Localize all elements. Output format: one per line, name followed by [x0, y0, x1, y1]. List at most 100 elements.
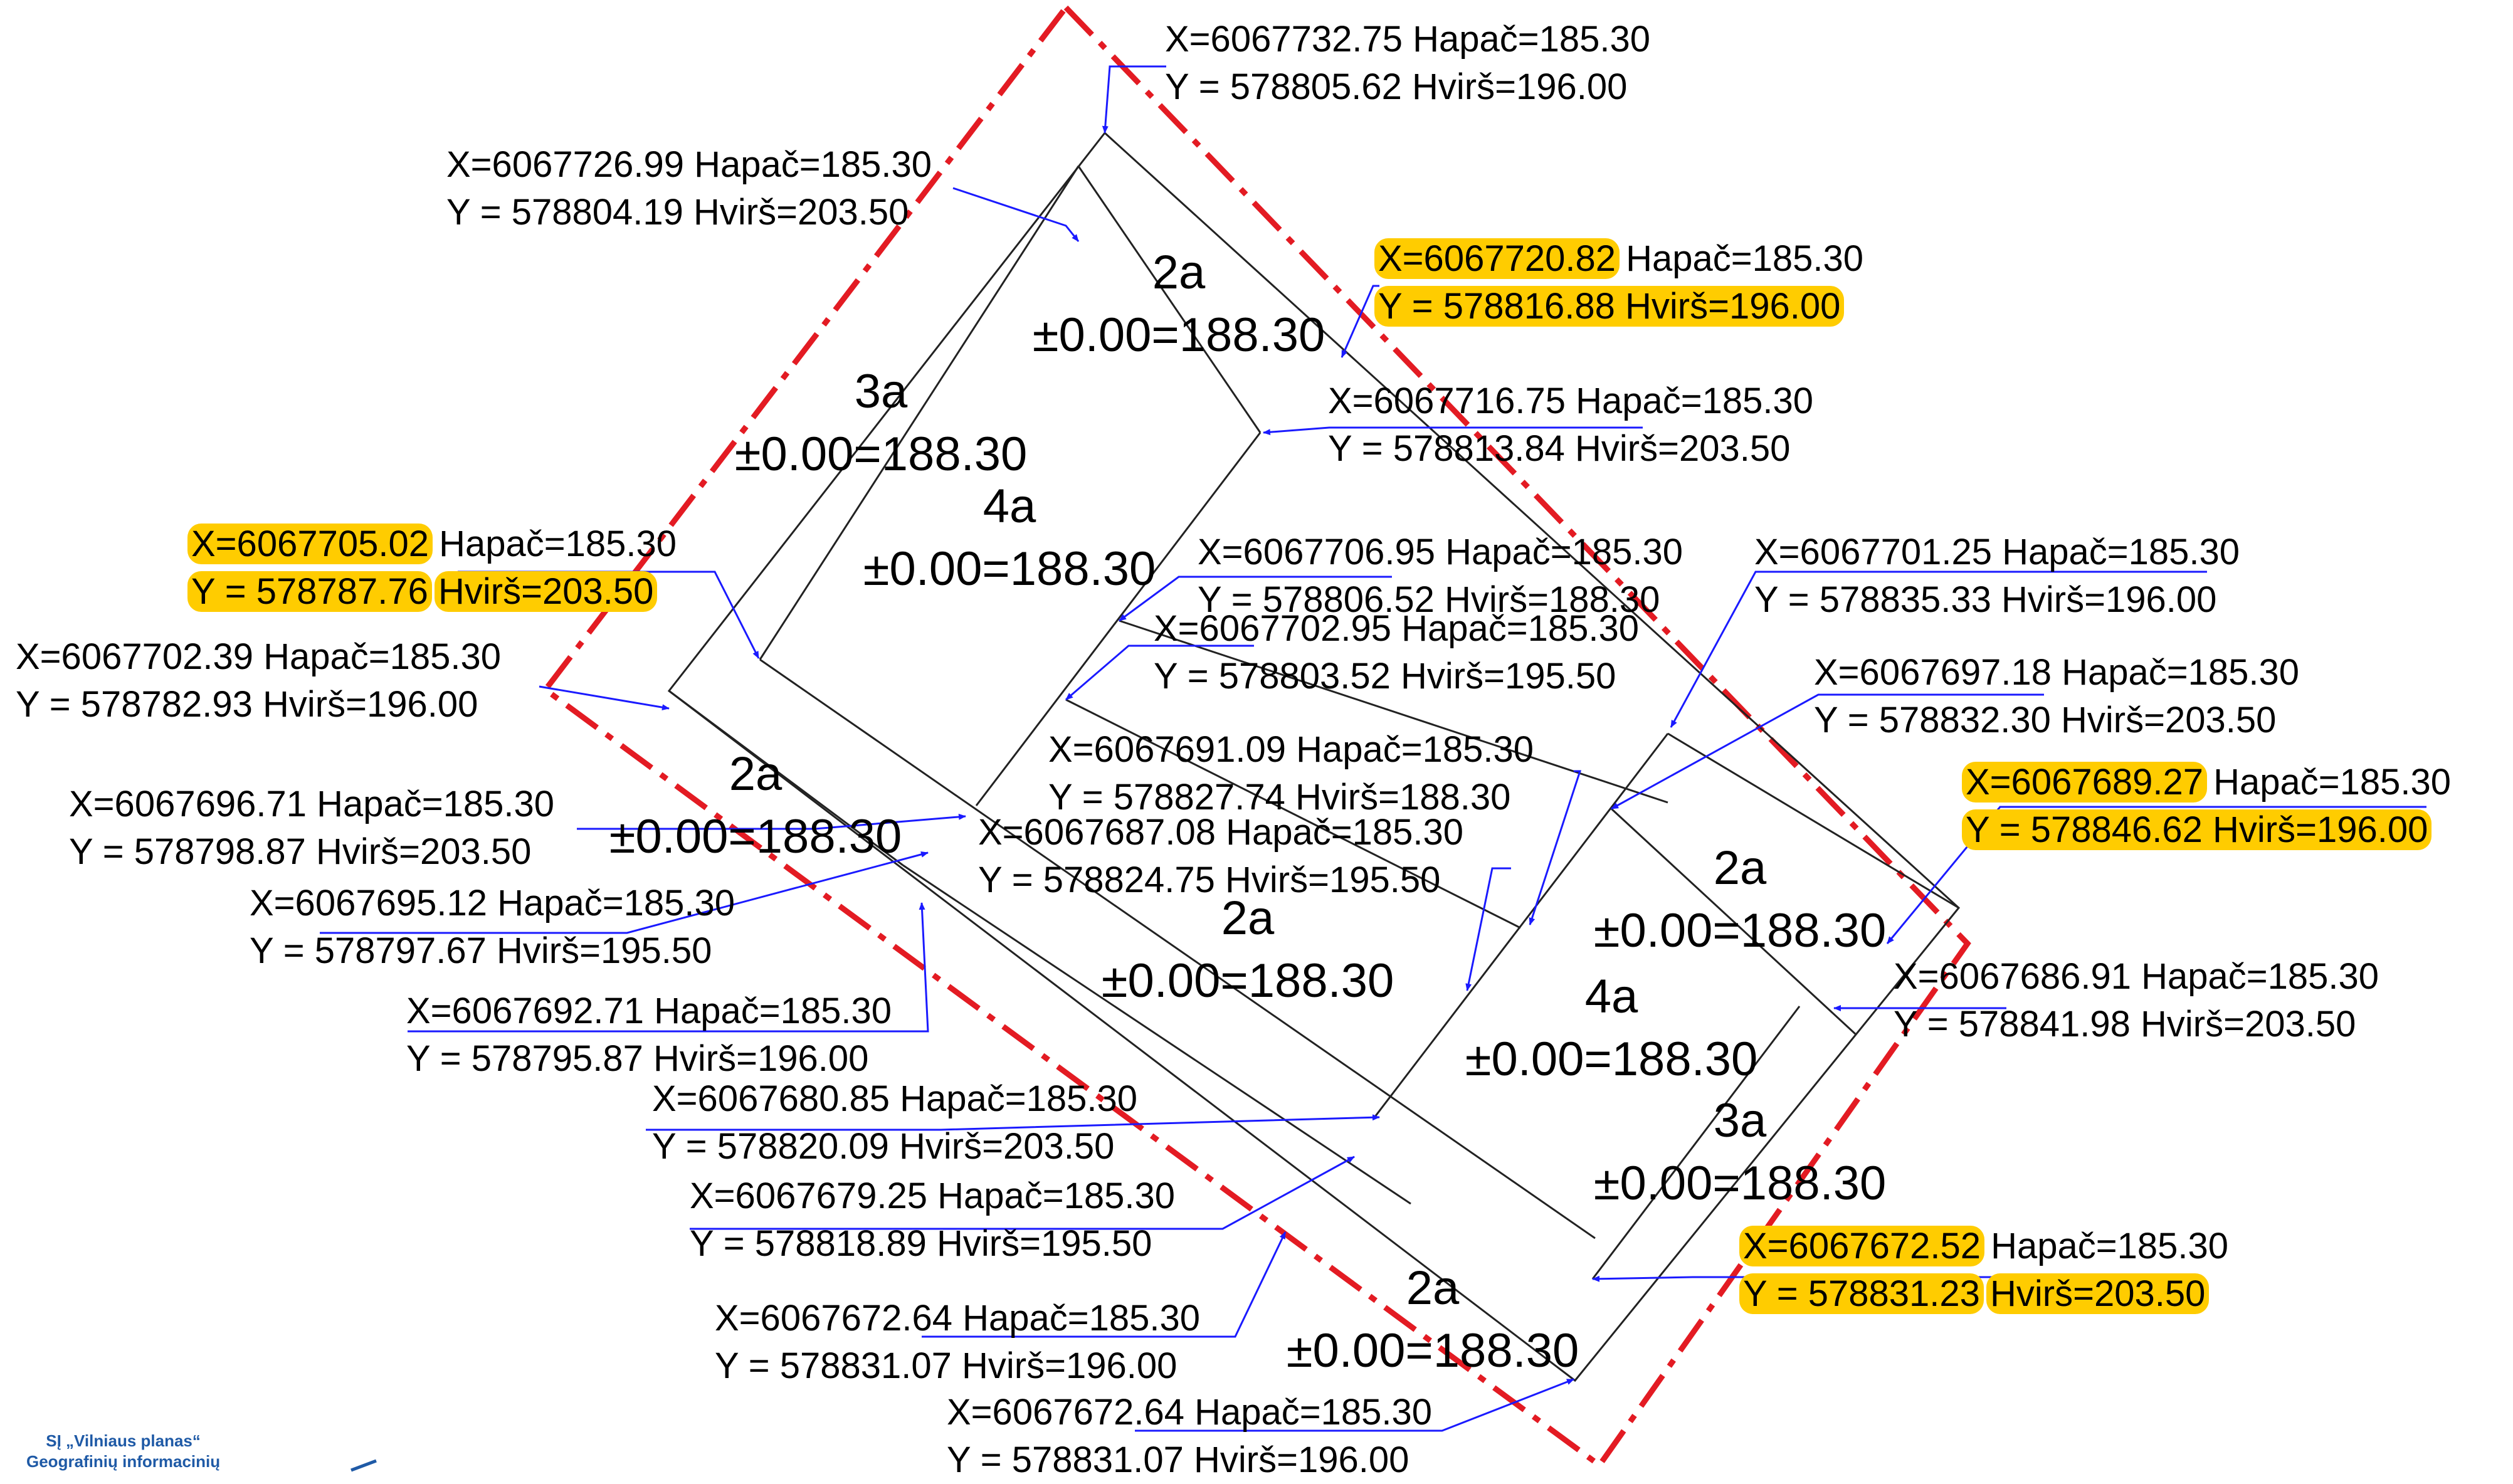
coord-label: X=6067687.08 Hapač=185.30 Y = 578824.75 … [978, 809, 1463, 904]
coord-h-bottom: Hapač=185.30 [694, 144, 932, 185]
coord-h-bottom: Hapač=185.30 [1445, 532, 1683, 572]
inner-line [1077, 166, 1262, 433]
inner-line [1591, 1006, 1801, 1280]
coord-h-top: Hvirš=196.00 [1194, 1439, 1409, 1480]
coord-x: X=6067702.39 [16, 636, 253, 677]
coord-y: Y = 578831.07 [947, 1439, 1184, 1480]
leader-line [646, 1114, 1380, 1131]
coord-label: X=6067706.95 Hapač=185.30 Y = 578806.52 … [1198, 529, 1683, 624]
coord-h-bottom: Hapač=185.30 [1401, 608, 1640, 649]
coord-h-top: Hvirš=195.50 [937, 1223, 1152, 1264]
coord-y-with-h: Y = 578846.62 Hvirš=196.00 [1962, 809, 2432, 850]
leader-line [690, 1155, 1355, 1230]
zone-name: 3a [1713, 1094, 1767, 1147]
coord-h-bottom: Hapač=185.30 [937, 1176, 1176, 1216]
coord-h-top: Hvirš=195.50 [497, 930, 712, 971]
zone-label: 2a ±0.00=188.30 [1102, 887, 1394, 1013]
zone-level: ±0.00=188.30 [1593, 1157, 1887, 1210]
coord-label: X=6067692.71 Hapač=185.30 Y = 578795.87 … [406, 987, 892, 1083]
coord-h-bottom: Hapač=185.30 [317, 784, 555, 824]
inner-line [1065, 698, 1521, 929]
coord-label: X=6067732.75 Hapač=185.30 Y = 578805.62 … [1165, 16, 1650, 111]
coord-h-top: Hvirš=203.50 [2061, 700, 2277, 740]
inner-line [759, 658, 1596, 1239]
coord-h-bottom: Hapač=185.30 [1576, 381, 1814, 421]
coord-y: Y = 578831.23 [1739, 1273, 1984, 1314]
coord-h-top: Hvirš=196.00 [1412, 66, 1628, 107]
coord-y: Y = 578782.93 [16, 684, 253, 725]
leader-line [1670, 571, 2207, 728]
zone-name: 2a [1221, 892, 1275, 945]
inner-line [759, 166, 1080, 660]
logo-mark [350, 1459, 377, 1472]
coord-h-top: Hvirš=188.30 [1445, 579, 1660, 620]
coord-h-top: Hvirš=196.00 [2213, 809, 2428, 850]
coord-h-top: Hvirš=203.50 [1986, 1273, 2210, 1314]
coord-label: X=6067680.85 Hapač=185.30 Y = 578820.09 … [652, 1075, 1137, 1171]
coord-y: Y = 578803.52 [1154, 656, 1391, 697]
zone-label: 3a ±0.00=188.30 [735, 360, 1027, 486]
leader-line [320, 851, 929, 934]
coord-label: X=6067697.18 Hapač=185.30 Y = 578832.30 … [1814, 649, 2299, 744]
leader-line [1465, 867, 1511, 991]
zone-name: 4a [1584, 970, 1638, 1023]
coord-y: Y = 578835.33 [1754, 579, 1991, 620]
coord-h-bottom: Hapač=185.30 [2002, 532, 2240, 572]
footer-line: SĮ „Vilniaus planas“ [46, 1431, 201, 1450]
coord-x: X=6067695.12 [250, 883, 487, 924]
zone-label: 4a ±0.00=188.30 [1465, 966, 1757, 1091]
inner-line [1372, 733, 1669, 1120]
inner-line [1610, 808, 1857, 1036]
zone-level: ±0.00=188.30 [1465, 1033, 1758, 1086]
coord-y: Y = 578841.98 [1894, 1004, 2131, 1045]
coord-h-bottom: Hapač=185.30 [900, 1078, 1138, 1119]
zone-level: ±0.00=188.30 [1286, 1324, 1579, 1377]
coord-h-top: Hvirš=203.50 [899, 1126, 1115, 1167]
coord-label: X=6067679.25 Hapač=185.30 Y = 578818.89 … [690, 1172, 1175, 1268]
inner-line [1119, 619, 1668, 804]
coord-h-top: Hvirš=203.50 [1575, 428, 1791, 469]
coord-x: X=6067701.25 [1754, 532, 1992, 572]
coord-h-top: Hvirš=195.50 [1401, 656, 1616, 697]
coord-y: Y = 578813.84 [1328, 428, 1565, 469]
zone-level: ±0.00=188.30 [1101, 954, 1394, 1008]
leader-line [539, 685, 670, 711]
coord-label: X=6067716.75 Hapač=185.30 Y = 578813.84 … [1328, 377, 1813, 473]
coord-x: X=6067691.09 [1048, 729, 1286, 770]
coord-x: X=6067672.64 [947, 1392, 1184, 1433]
leader-line [577, 813, 966, 830]
coord-label: X=6067720.82 Hapač=185.30 Y = 578816.88 … [1374, 235, 1863, 330]
zone-level: ±0.00=188.30 [734, 428, 1028, 481]
leader-line [1102, 65, 1166, 134]
leader-line [952, 187, 1080, 242]
coord-h-top: Hvirš=203.50 [435, 571, 658, 612]
coord-h-bottom: Hapač=185.30 [497, 883, 735, 924]
leader-line [1119, 576, 1392, 622]
coord-label: X=6067672.64 Hapač=185.30 Y = 578831.07 … [947, 1389, 1432, 1484]
coord-h-top: Hvirš=188.30 [1295, 777, 1511, 818]
coord-label: X=6067672.64 Hapač=185.30 Y = 578831.07 … [715, 1295, 1200, 1390]
coord-h-top: Hvirš=196.00 [962, 1345, 1177, 1386]
coord-x: X=6067687.08 [978, 812, 1216, 853]
footer-line: Geografinių informacinių [26, 1452, 221, 1471]
coord-y: Y = 578806.52 [1198, 579, 1435, 620]
leader-line [1529, 770, 1582, 925]
leader-line [1886, 806, 2426, 944]
coord-x: X=6067697.18 [1814, 652, 2052, 693]
coord-x: X=6067672.52 [1739, 1226, 1984, 1266]
inner-line [902, 864, 1411, 1205]
coord-h-top: Hvirš=196.00 [2001, 579, 2217, 620]
zone-level: ±0.00=188.30 [863, 542, 1156, 596]
zone-name: 3a [854, 365, 908, 418]
zone-label: 2a ±0.00=188.30 [1033, 241, 1325, 367]
coord-x: X=6067720.82 [1374, 238, 1620, 279]
coord-h-bottom: Hapač=185.30 [439, 524, 677, 564]
coord-h-bottom: Hapač=185.30 [1194, 1392, 1433, 1433]
coord-y: Y = 578787.76 [187, 571, 432, 612]
coord-h-bottom: Hapač=185.30 [962, 1298, 1201, 1339]
coord-h-top: Hvirš=196.00 [653, 1038, 869, 1079]
coord-h-top: Hvirš=196.00 [263, 684, 478, 725]
zone-label: 2a ±0.00=188.30 [1287, 1257, 1579, 1382]
